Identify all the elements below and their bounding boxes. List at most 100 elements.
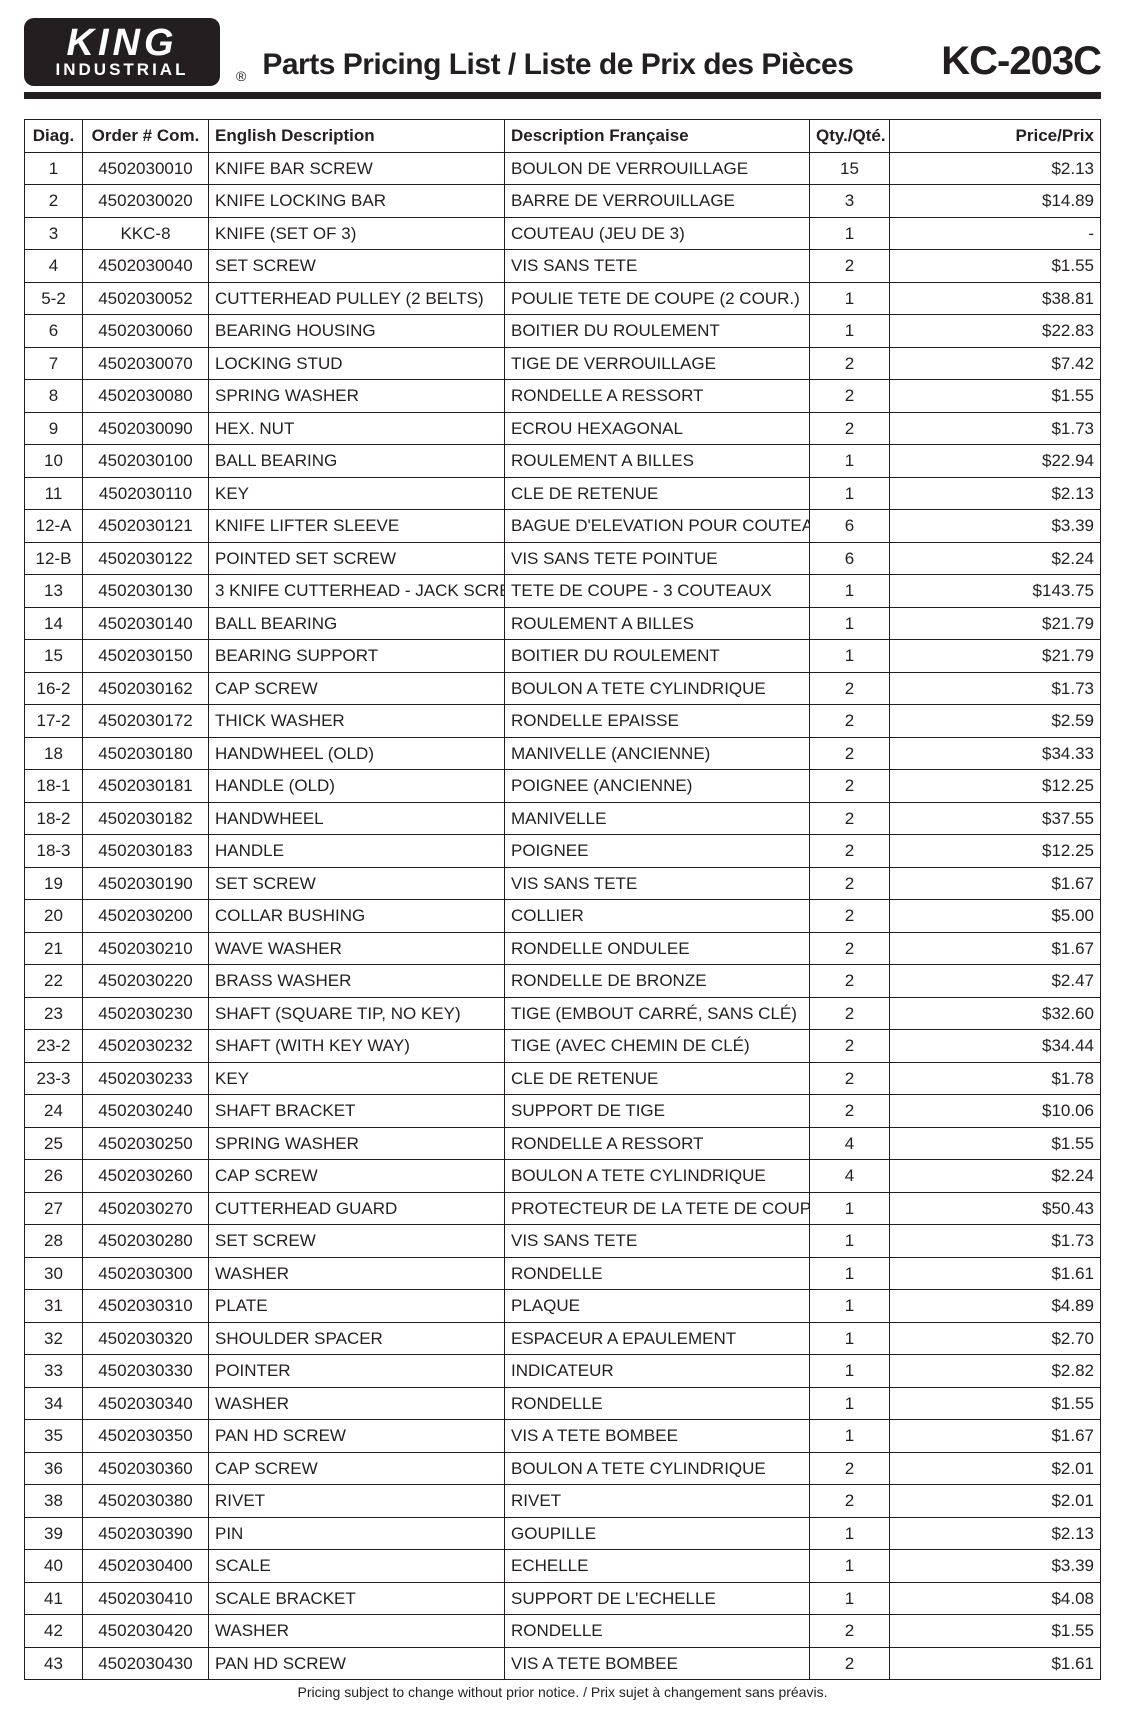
- cell-en: RIVET: [209, 1485, 505, 1518]
- cell-qty: 1: [810, 217, 890, 250]
- cell-en: KEY: [209, 477, 505, 510]
- cell-fr: TETE DE COUPE - 3 COUTEAUX: [505, 575, 810, 608]
- cell-diag: 22: [25, 965, 83, 998]
- cell-en: KNIFE (SET OF 3): [209, 217, 505, 250]
- cell-diag: 4: [25, 250, 83, 283]
- table-row: 18-24502030182HANDWHEELMANIVELLE2$37.55: [25, 802, 1101, 835]
- cell-price: $1.67: [890, 867, 1101, 900]
- cell-en: POINTED SET SCREW: [209, 542, 505, 575]
- cell-price: $1.55: [890, 380, 1101, 413]
- cell-diag: 8: [25, 380, 83, 413]
- table-row: 274502030270CUTTERHEAD GUARDPROTECTEUR D…: [25, 1192, 1101, 1225]
- cell-qty: 2: [810, 1485, 890, 1518]
- cell-diag: 18-3: [25, 835, 83, 868]
- cell-fr: ECROU HEXAGONAL: [505, 412, 810, 445]
- page: KING INDUSTRIAL ® Parts Pricing List / L…: [0, 0, 1125, 1710]
- cell-fr: BOITIER DU ROULEMENT: [505, 640, 810, 673]
- cell-price: $21.79: [890, 640, 1101, 673]
- cell-price: $2.13: [890, 152, 1101, 185]
- cell-price: $1.55: [890, 1127, 1101, 1160]
- cell-fr: VIS SANS TETE: [505, 1225, 810, 1258]
- cell-order: 4502030232: [83, 1030, 209, 1063]
- cell-order: 4502030183: [83, 835, 209, 868]
- cell-fr: BARRE DE VERROUILLAGE: [505, 185, 810, 218]
- cell-diag: 23: [25, 997, 83, 1030]
- cell-price: $1.73: [890, 1225, 1101, 1258]
- cell-price: $4.89: [890, 1290, 1101, 1323]
- cell-fr: CLE DE RETENUE: [505, 477, 810, 510]
- cell-price: $2.59: [890, 705, 1101, 738]
- cell-qty: 2: [810, 867, 890, 900]
- cell-order: 4502030010: [83, 152, 209, 185]
- cell-qty: 2: [810, 737, 890, 770]
- cell-price: $1.55: [890, 250, 1101, 283]
- table-row: 3KKC-8KNIFE (SET OF 3)COUTEAU (JEU DE 3)…: [25, 217, 1101, 250]
- cell-price: $2.24: [890, 542, 1101, 575]
- cell-en: WAVE WASHER: [209, 932, 505, 965]
- cell-fr: BOULON A TETE CYLINDRIQUE: [505, 1452, 810, 1485]
- cell-price: $10.06: [890, 1095, 1101, 1128]
- cell-order: 4502030340: [83, 1387, 209, 1420]
- cell-order: 4502030210: [83, 932, 209, 965]
- cell-qty: 2: [810, 1030, 890, 1063]
- cell-order: 4502030240: [83, 1095, 209, 1128]
- cell-en: 3 KNIFE CUTTERHEAD - JACK SCREW: [209, 575, 505, 608]
- cell-fr: BOULON A TETE CYLINDRIQUE: [505, 1160, 810, 1193]
- cell-price: $2.13: [890, 477, 1101, 510]
- table-row: 214502030210WAVE WASHERRONDELLE ONDULEE2…: [25, 932, 1101, 965]
- cell-fr: ESPACEUR A EPAULEMENT: [505, 1322, 810, 1355]
- model-number: KC-203C: [941, 39, 1101, 84]
- cell-price: $2.01: [890, 1452, 1101, 1485]
- cell-price: $5.00: [890, 900, 1101, 933]
- cell-price: $1.73: [890, 672, 1101, 705]
- table-row: 114502030110KEYCLE DE RETENUE1$2.13: [25, 477, 1101, 510]
- cell-order: 4502030121: [83, 510, 209, 543]
- cell-order: 4502030150: [83, 640, 209, 673]
- cell-diag: 13: [25, 575, 83, 608]
- col-price: Price/Prix: [890, 120, 1101, 153]
- cell-qty: 2: [810, 1095, 890, 1128]
- cell-price: $38.81: [890, 282, 1101, 315]
- cell-qty: 4: [810, 1127, 890, 1160]
- cell-en: CUTTERHEAD GUARD: [209, 1192, 505, 1225]
- cell-fr: RIVET: [505, 1485, 810, 1518]
- cell-en: BEARING HOUSING: [209, 315, 505, 348]
- cell-fr: TIGE DE VERROUILLAGE: [505, 347, 810, 380]
- cell-qty: 1: [810, 315, 890, 348]
- cell-qty: 1: [810, 1225, 890, 1258]
- cell-order: KKC-8: [83, 217, 209, 250]
- cell-price: $21.79: [890, 607, 1101, 640]
- logo-line2: INDUSTRIAL: [56, 61, 189, 78]
- cell-price: $34.33: [890, 737, 1101, 770]
- cell-diag: 17-2: [25, 705, 83, 738]
- cell-fr: PLAQUE: [505, 1290, 810, 1323]
- table-row: 184502030180HANDWHEEL (OLD)MANIVELLE (AN…: [25, 737, 1101, 770]
- cell-en: SHAFT BRACKET: [209, 1095, 505, 1128]
- cell-price: $2.24: [890, 1160, 1101, 1193]
- cell-qty: 1: [810, 640, 890, 673]
- table-row: 204502030200COLLAR BUSHINGCOLLIER2$5.00: [25, 900, 1101, 933]
- cell-en: BALL BEARING: [209, 607, 505, 640]
- cell-qty: 1: [810, 1257, 890, 1290]
- cell-diag: 36: [25, 1452, 83, 1485]
- cell-fr: POIGNEE: [505, 835, 810, 868]
- cell-fr: POULIE TETE DE COUPE (2 COUR.): [505, 282, 810, 315]
- cell-qty: 2: [810, 250, 890, 283]
- cell-price: $2.47: [890, 965, 1101, 998]
- cell-diag: 31: [25, 1290, 83, 1323]
- cell-diag: 10: [25, 445, 83, 478]
- table-row: 84502030080SPRING WASHERRONDELLE A RESSO…: [25, 380, 1101, 413]
- cell-diag: 18: [25, 737, 83, 770]
- table-row: 314502030310PLATEPLAQUE1$4.89: [25, 1290, 1101, 1323]
- cell-fr: ROULEMENT A BILLES: [505, 607, 810, 640]
- cell-qty: 1: [810, 1322, 890, 1355]
- cell-en: SCALE BRACKET: [209, 1582, 505, 1615]
- cell-fr: GOUPILLE: [505, 1517, 810, 1550]
- cell-en: SET SCREW: [209, 250, 505, 283]
- cell-en: WASHER: [209, 1387, 505, 1420]
- cell-order: 4502030060: [83, 315, 209, 348]
- cell-fr: VIS A TETE BOMBEE: [505, 1420, 810, 1453]
- cell-fr: INDICATEUR: [505, 1355, 810, 1388]
- cell-en: CAP SCREW: [209, 1160, 505, 1193]
- cell-qty: 1: [810, 477, 890, 510]
